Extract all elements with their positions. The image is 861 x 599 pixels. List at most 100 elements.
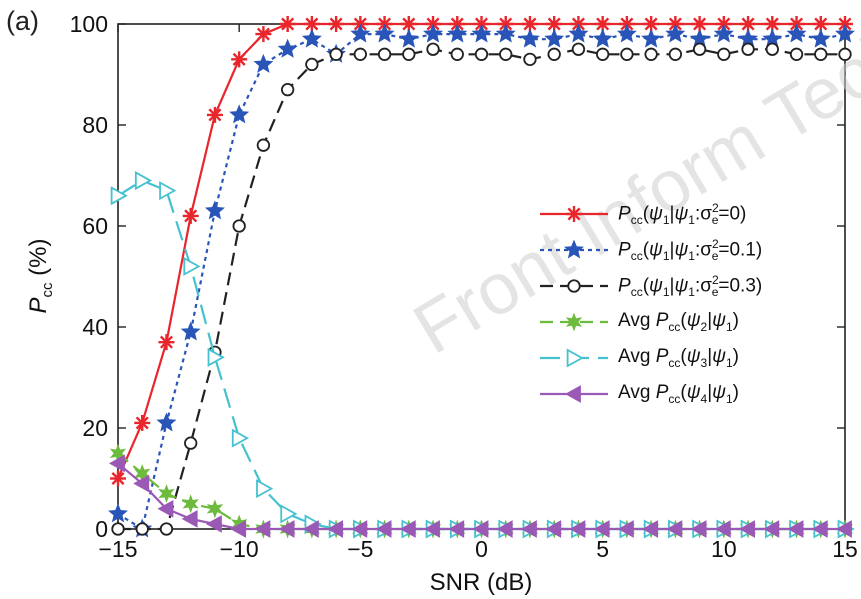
data-point — [156, 412, 177, 432]
series-line — [117, 452, 845, 531]
data-point — [521, 16, 538, 32]
data-point — [375, 520, 392, 538]
data-point — [447, 23, 468, 43]
data-point — [278, 520, 295, 538]
data-point — [158, 334, 175, 351]
data-point — [472, 520, 489, 538]
data-point — [254, 520, 271, 538]
data-point — [593, 520, 610, 538]
legend-label: Avg Pcc(ψ2|ψ1) — [618, 310, 739, 334]
legend-label: Pcc(ψ1|ψ1:σ2e=0.3) — [618, 272, 763, 300]
data-point — [592, 28, 613, 48]
data-point — [134, 171, 153, 191]
data-point — [424, 520, 440, 538]
y-tick-label: 20 — [82, 415, 108, 441]
series-3 — [111, 42, 852, 536]
data-point — [159, 181, 177, 201]
data-point — [398, 28, 419, 48]
x-tick-label: 10 — [711, 536, 737, 562]
axes: −15 −10 −5 0 5 10 15 0 20 40 60 80 100 — [70, 11, 858, 562]
data-point — [596, 47, 610, 61]
data-point — [351, 520, 368, 538]
data-point — [232, 219, 246, 233]
data-point — [666, 520, 683, 538]
data-point — [157, 499, 174, 518]
data-point — [134, 414, 151, 431]
data-point — [184, 436, 198, 450]
data-point — [110, 186, 128, 206]
data-point — [133, 474, 150, 493]
legend-item: Avg Pcc(ψ3|ψ1) — [536, 340, 826, 376]
panel-label: (a) — [6, 6, 39, 36]
data-point — [811, 520, 828, 538]
data-point — [423, 23, 444, 43]
data-point — [180, 321, 201, 341]
svg-text:Pcc (%): Pcc (%) — [25, 238, 56, 313]
data-point — [302, 520, 319, 538]
data-point — [835, 23, 855, 43]
data-point — [547, 47, 561, 61]
data-point — [159, 522, 174, 536]
data-point — [256, 138, 271, 152]
data-point — [519, 28, 540, 48]
data-point — [520, 520, 537, 538]
data-point — [835, 520, 852, 538]
data-point — [231, 428, 250, 448]
data-point — [620, 47, 634, 61]
data-point — [523, 52, 537, 67]
y-tick-label: 40 — [82, 314, 108, 340]
data-point — [204, 200, 225, 220]
data-point — [714, 520, 731, 538]
data-point — [814, 47, 828, 61]
data-point — [253, 53, 274, 73]
x-tick-label: −10 — [220, 536, 259, 562]
data-point — [665, 23, 686, 43]
data-point — [569, 520, 586, 538]
data-point — [158, 484, 175, 504]
data-point — [448, 520, 465, 538]
data-point — [374, 23, 395, 43]
legend-label: Pcc(ψ1|ψ1:σ2e=0) — [618, 200, 747, 228]
data-point — [108, 503, 128, 523]
data-point — [402, 47, 416, 61]
data-point — [617, 520, 634, 538]
y-tick-label: 0 — [95, 516, 108, 542]
data-point — [787, 520, 804, 538]
legend-item: Pcc(ψ1|ψ1:σ2e=0) — [536, 196, 826, 232]
data-point — [789, 47, 804, 61]
legend-swatch — [540, 279, 608, 293]
data-point — [471, 23, 492, 43]
legend-item: Avg Pcc(ψ4|ψ1) — [536, 376, 826, 412]
legend-label: Avg Pcc(ψ3|ψ1) — [618, 346, 739, 370]
data-point — [568, 23, 589, 43]
y-tick-label: 60 — [82, 213, 108, 239]
data-point — [111, 522, 125, 536]
data-point — [327, 520, 343, 538]
series-2 — [108, 23, 855, 538]
legend-label: Avg Pcc(ψ4|ψ1) — [618, 382, 739, 406]
data-point — [810, 28, 831, 48]
legend-swatch — [540, 385, 608, 403]
legend-item: Avg Pcc(ψ2|ψ1) — [536, 304, 826, 340]
data-point — [690, 520, 707, 538]
series-6 — [108, 454, 852, 538]
data-point — [496, 520, 513, 538]
x-tick-label: −15 — [98, 536, 137, 562]
data-point — [110, 470, 126, 487]
data-point — [277, 38, 298, 58]
data-point — [207, 347, 225, 367]
data-point — [377, 47, 392, 61]
data-point — [644, 47, 658, 61]
data-point — [280, 82, 295, 97]
x-tick-label: −5 — [347, 536, 373, 562]
x-tick-label: 15 — [832, 536, 858, 562]
data-point — [641, 28, 662, 48]
data-point — [499, 47, 513, 61]
y-tick-label: 100 — [70, 11, 108, 37]
data-point — [255, 26, 272, 43]
data-point — [739, 520, 755, 538]
data-point — [181, 510, 198, 528]
data-point — [206, 106, 223, 123]
data-point — [571, 42, 586, 56]
